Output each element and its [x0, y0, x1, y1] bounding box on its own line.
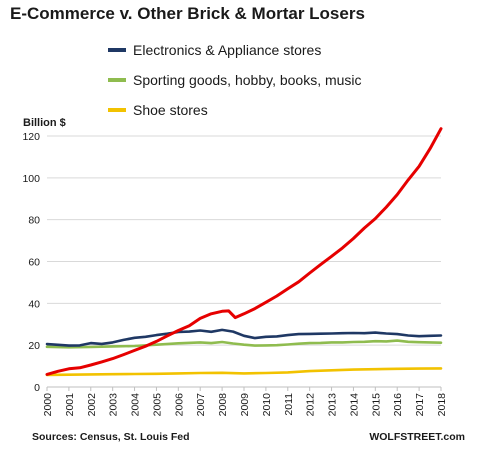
x-tick-label: 2014 [348, 393, 360, 417]
x-tick-label: 2006 [173, 393, 185, 417]
series-lines [45, 127, 443, 377]
legend: Electronics & Appliance stores Sporting g… [108, 42, 362, 118]
legend-label: Shoe stores [133, 102, 208, 118]
y-tick-label: 60 [28, 257, 40, 269]
y-tick-label: 120 [22, 131, 40, 143]
y-unit-label: Billion $ [23, 117, 66, 129]
legend-label: Electronics & Appliance stores [133, 42, 321, 58]
chart-title: E-Commerce v. Other Brick & Mortar Loser… [10, 4, 365, 23]
x-tick-label: 2007 [195, 393, 207, 417]
y-tick-label: 40 [28, 298, 40, 310]
x-axis: 2000 2001 2002 2003 2004 2005 2006 2007 2008 2009… [42, 386, 448, 417]
x-tick-label: 2018 [436, 393, 448, 417]
x-tick-label: 2008 [217, 393, 229, 417]
source-note: Sources: Census, St. Louis Fed [32, 431, 190, 443]
series-line-2 [45, 367, 443, 377]
brand-label: WOLFSTREET.com [369, 431, 465, 443]
y-tick-label: 100 [22, 173, 40, 185]
series-line-3 [45, 127, 443, 376]
x-tick-label: 2012 [305, 393, 317, 417]
x-tick-label: 2002 [86, 393, 98, 417]
x-tick-label: 2001 [64, 393, 76, 417]
y-axis-ticks: 0 20 40 60 80 100 120 [22, 131, 40, 394]
x-tick-label: 2017 [414, 393, 426, 417]
x-tick-label: 2015 [370, 393, 382, 417]
x-tick-label: 2003 [108, 393, 120, 417]
x-tick-label: 2016 [392, 393, 404, 417]
y-tick-label: 20 [28, 340, 40, 352]
series-line-1 [45, 339, 443, 349]
x-tick-label: 2004 [130, 393, 142, 417]
x-tick-label: 2010 [261, 393, 273, 417]
x-tick-label: 2005 [151, 393, 163, 417]
x-tick-label: 2011 [283, 393, 295, 416]
y-tick-label: 0 [34, 382, 40, 394]
y-tick-label: 80 [28, 215, 40, 227]
x-tick-label: 2013 [327, 393, 339, 417]
legend-label: Sporting goods, hobby, books, music [133, 72, 362, 88]
x-tick-label: 2009 [239, 393, 251, 417]
x-tick-label: 2000 [42, 393, 54, 417]
series-line-0 [45, 328, 443, 347]
